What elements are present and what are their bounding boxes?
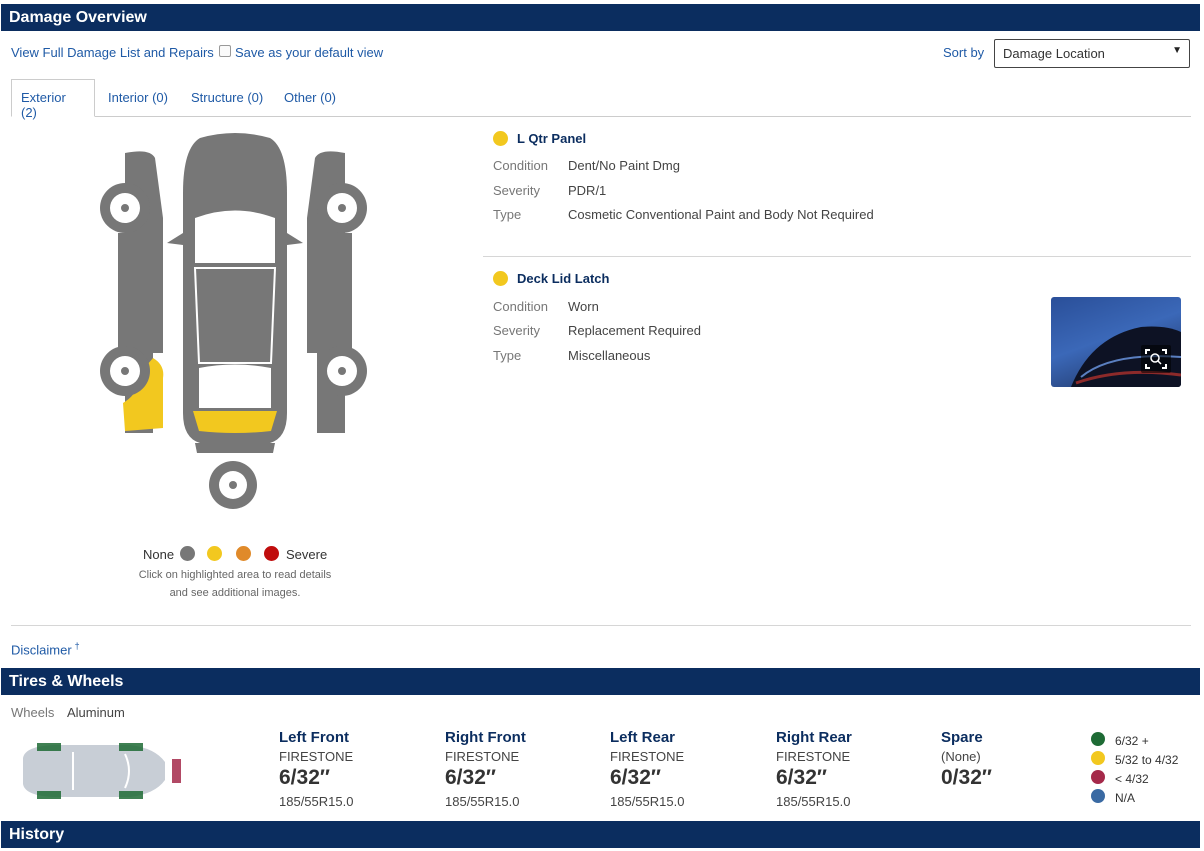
tread-legend-label-good: 6/32 + [1115, 734, 1149, 748]
tabs-divider [11, 116, 1191, 117]
damage-item-1-severity: PDR/1 [568, 183, 607, 198]
tire-size: 185/55R15.0 [776, 794, 851, 809]
tread-legend-dot-fair [1091, 751, 1105, 765]
legend-dot-minor [207, 546, 222, 561]
tire-left-rear-marker [37, 791, 61, 799]
damage-overview-header: Damage Overview [1, 4, 1200, 31]
damage-item-2-title: Deck Lid Latch [517, 271, 610, 286]
damage-item-1-condition-label: Condition [493, 158, 548, 173]
tire-spare-marker [172, 759, 181, 783]
wheels-label: Wheels [11, 705, 55, 720]
wheels-value: Aluminum [67, 705, 125, 720]
damage-item-1-type-label: Type [493, 207, 522, 222]
legend-dot-severe [264, 546, 279, 561]
damage-photo-thumbnail[interactable] [1051, 297, 1181, 387]
wheel-left-front-icon [100, 183, 150, 233]
tab-interior[interactable]: Interior (0) [108, 79, 168, 117]
tire-depth: 6/32″ [279, 766, 330, 789]
history-header[interactable]: History [1, 821, 1200, 848]
tab-other-label: Other (0) [284, 90, 337, 105]
tire-size: 185/55R15.0 [279, 794, 354, 809]
tread-legend-label-na: N/A [1115, 791, 1136, 805]
damage-item-2-severity-dot [493, 271, 508, 286]
damage-item-1-severity-dot [493, 131, 508, 146]
tab-structure[interactable]: Structure (0) [191, 79, 263, 117]
damage-item-1-type: Cosmetic Conventional Paint and Body Not… [568, 207, 874, 222]
tire-position: Left Rear [610, 729, 676, 746]
tread-legend-dot-good [1091, 732, 1105, 746]
wheel-right-rear-icon [317, 346, 367, 396]
tire-right-rear-marker [119, 791, 143, 799]
wheel-left-rear-icon [100, 346, 150, 396]
tire-position: Spare [941, 729, 983, 746]
damage-item-1-title: L Qtr Panel [517, 131, 587, 146]
tire-depth: 0/32″ [941, 766, 992, 789]
tire-size: 185/55R15.0 [610, 794, 685, 809]
damage-item-1-severity-label: Severity [493, 183, 540, 198]
tire-brand: FIRESTONE [610, 749, 685, 764]
tread-legend-dot-na [1091, 789, 1105, 803]
damage-item-2-type-label: Type [493, 348, 522, 363]
deck-lid-photo-shape [1071, 326, 1181, 387]
tire-depth: 6/32″ [445, 766, 496, 789]
disclaimer-mark: † [74, 641, 80, 651]
tires-wheels-title: Tires & Wheels [9, 673, 124, 690]
legend-hint: Click on highlighted area to read detail… [110, 566, 360, 602]
damage-item-2-type: Miscellaneous [568, 348, 651, 363]
legend-dot-moderate [236, 546, 251, 561]
tire-depth: 6/32″ [610, 766, 661, 789]
damage-item-2-severity: Replacement Required [568, 323, 701, 338]
tread-legend-dot-poor [1091, 770, 1105, 784]
tires-wheels-header: Tires & Wheels [1, 668, 1200, 695]
tire-position: Right Front [445, 729, 526, 746]
damage-item-2-severity-label: Severity [493, 323, 540, 338]
disclaimer-divider [11, 625, 1191, 626]
tire-position: Right Rear [776, 729, 852, 746]
legend-severe-label: Severe [286, 547, 328, 562]
tire-brand: (None) [941, 749, 981, 764]
tab-other[interactable]: Other (0) [284, 79, 336, 117]
tread-legend-label-poor: < 4/32 [1115, 772, 1149, 786]
zoom-expand-icon[interactable] [1141, 345, 1171, 373]
tire-right-front-marker [119, 743, 143, 751]
tire-size: 185/55R15.0 [445, 794, 520, 809]
car-damage-diagram[interactable] [95, 133, 375, 513]
legend-none-label: None [143, 547, 175, 562]
wheel-spare-icon [209, 461, 257, 509]
damage-item-2-condition: Worn [568, 299, 599, 314]
deck-lid-latch-damage [193, 411, 277, 433]
sort-by-value: Damage Location [1003, 46, 1105, 61]
tire-brand: FIRESTONE [279, 749, 354, 764]
save-default-checkbox[interactable] [219, 45, 231, 57]
disclaimer-link[interactable]: Disclaimer † [11, 641, 80, 657]
tire-position: Left Front [279, 729, 349, 746]
tire-left-front-marker [37, 743, 61, 751]
tab-interior-label: Interior (0) [108, 90, 168, 105]
tab-structure-label: Structure (0) [191, 90, 264, 105]
sort-by-select[interactable]: Damage Location ▼ [994, 39, 1190, 68]
legend-hint-line2: and see additional images. [169, 587, 301, 599]
history-title: History [9, 826, 65, 843]
tab-exterior-label: Exterior (2) [21, 90, 66, 120]
tab-exterior[interactable]: Exterior (2) [11, 79, 95, 120]
sort-by-label: Sort by [943, 45, 985, 60]
damage-overview-title: Damage Overview [9, 9, 147, 26]
disclaimer-text: Disclaimer [11, 642, 72, 658]
tread-legend-label-fair: 5/32 to 4/32 [1115, 753, 1179, 767]
legend-hint-line1: Click on highlighted area to read detail… [138, 569, 332, 581]
view-full-damage-link[interactable]: View Full Damage List and Repairs [11, 45, 214, 60]
save-default-label[interactable]: Save as your default view [235, 45, 384, 60]
wheel-right-front-icon [317, 183, 367, 233]
tire-diagram [23, 743, 181, 799]
damage-item-2-condition-label: Condition [493, 299, 548, 314]
damage-item-1-condition: Dent/No Paint Dmg [568, 158, 680, 173]
damage-items-divider [483, 256, 1191, 257]
tire-brand: FIRESTONE [776, 749, 851, 764]
tire-depth: 6/32″ [776, 766, 827, 789]
left-quarter-panel-damage [123, 358, 164, 431]
chevron-down-icon: ▼ [1172, 45, 1182, 56]
tire-brand: FIRESTONE [445, 749, 520, 764]
legend-dot-none [180, 546, 195, 561]
